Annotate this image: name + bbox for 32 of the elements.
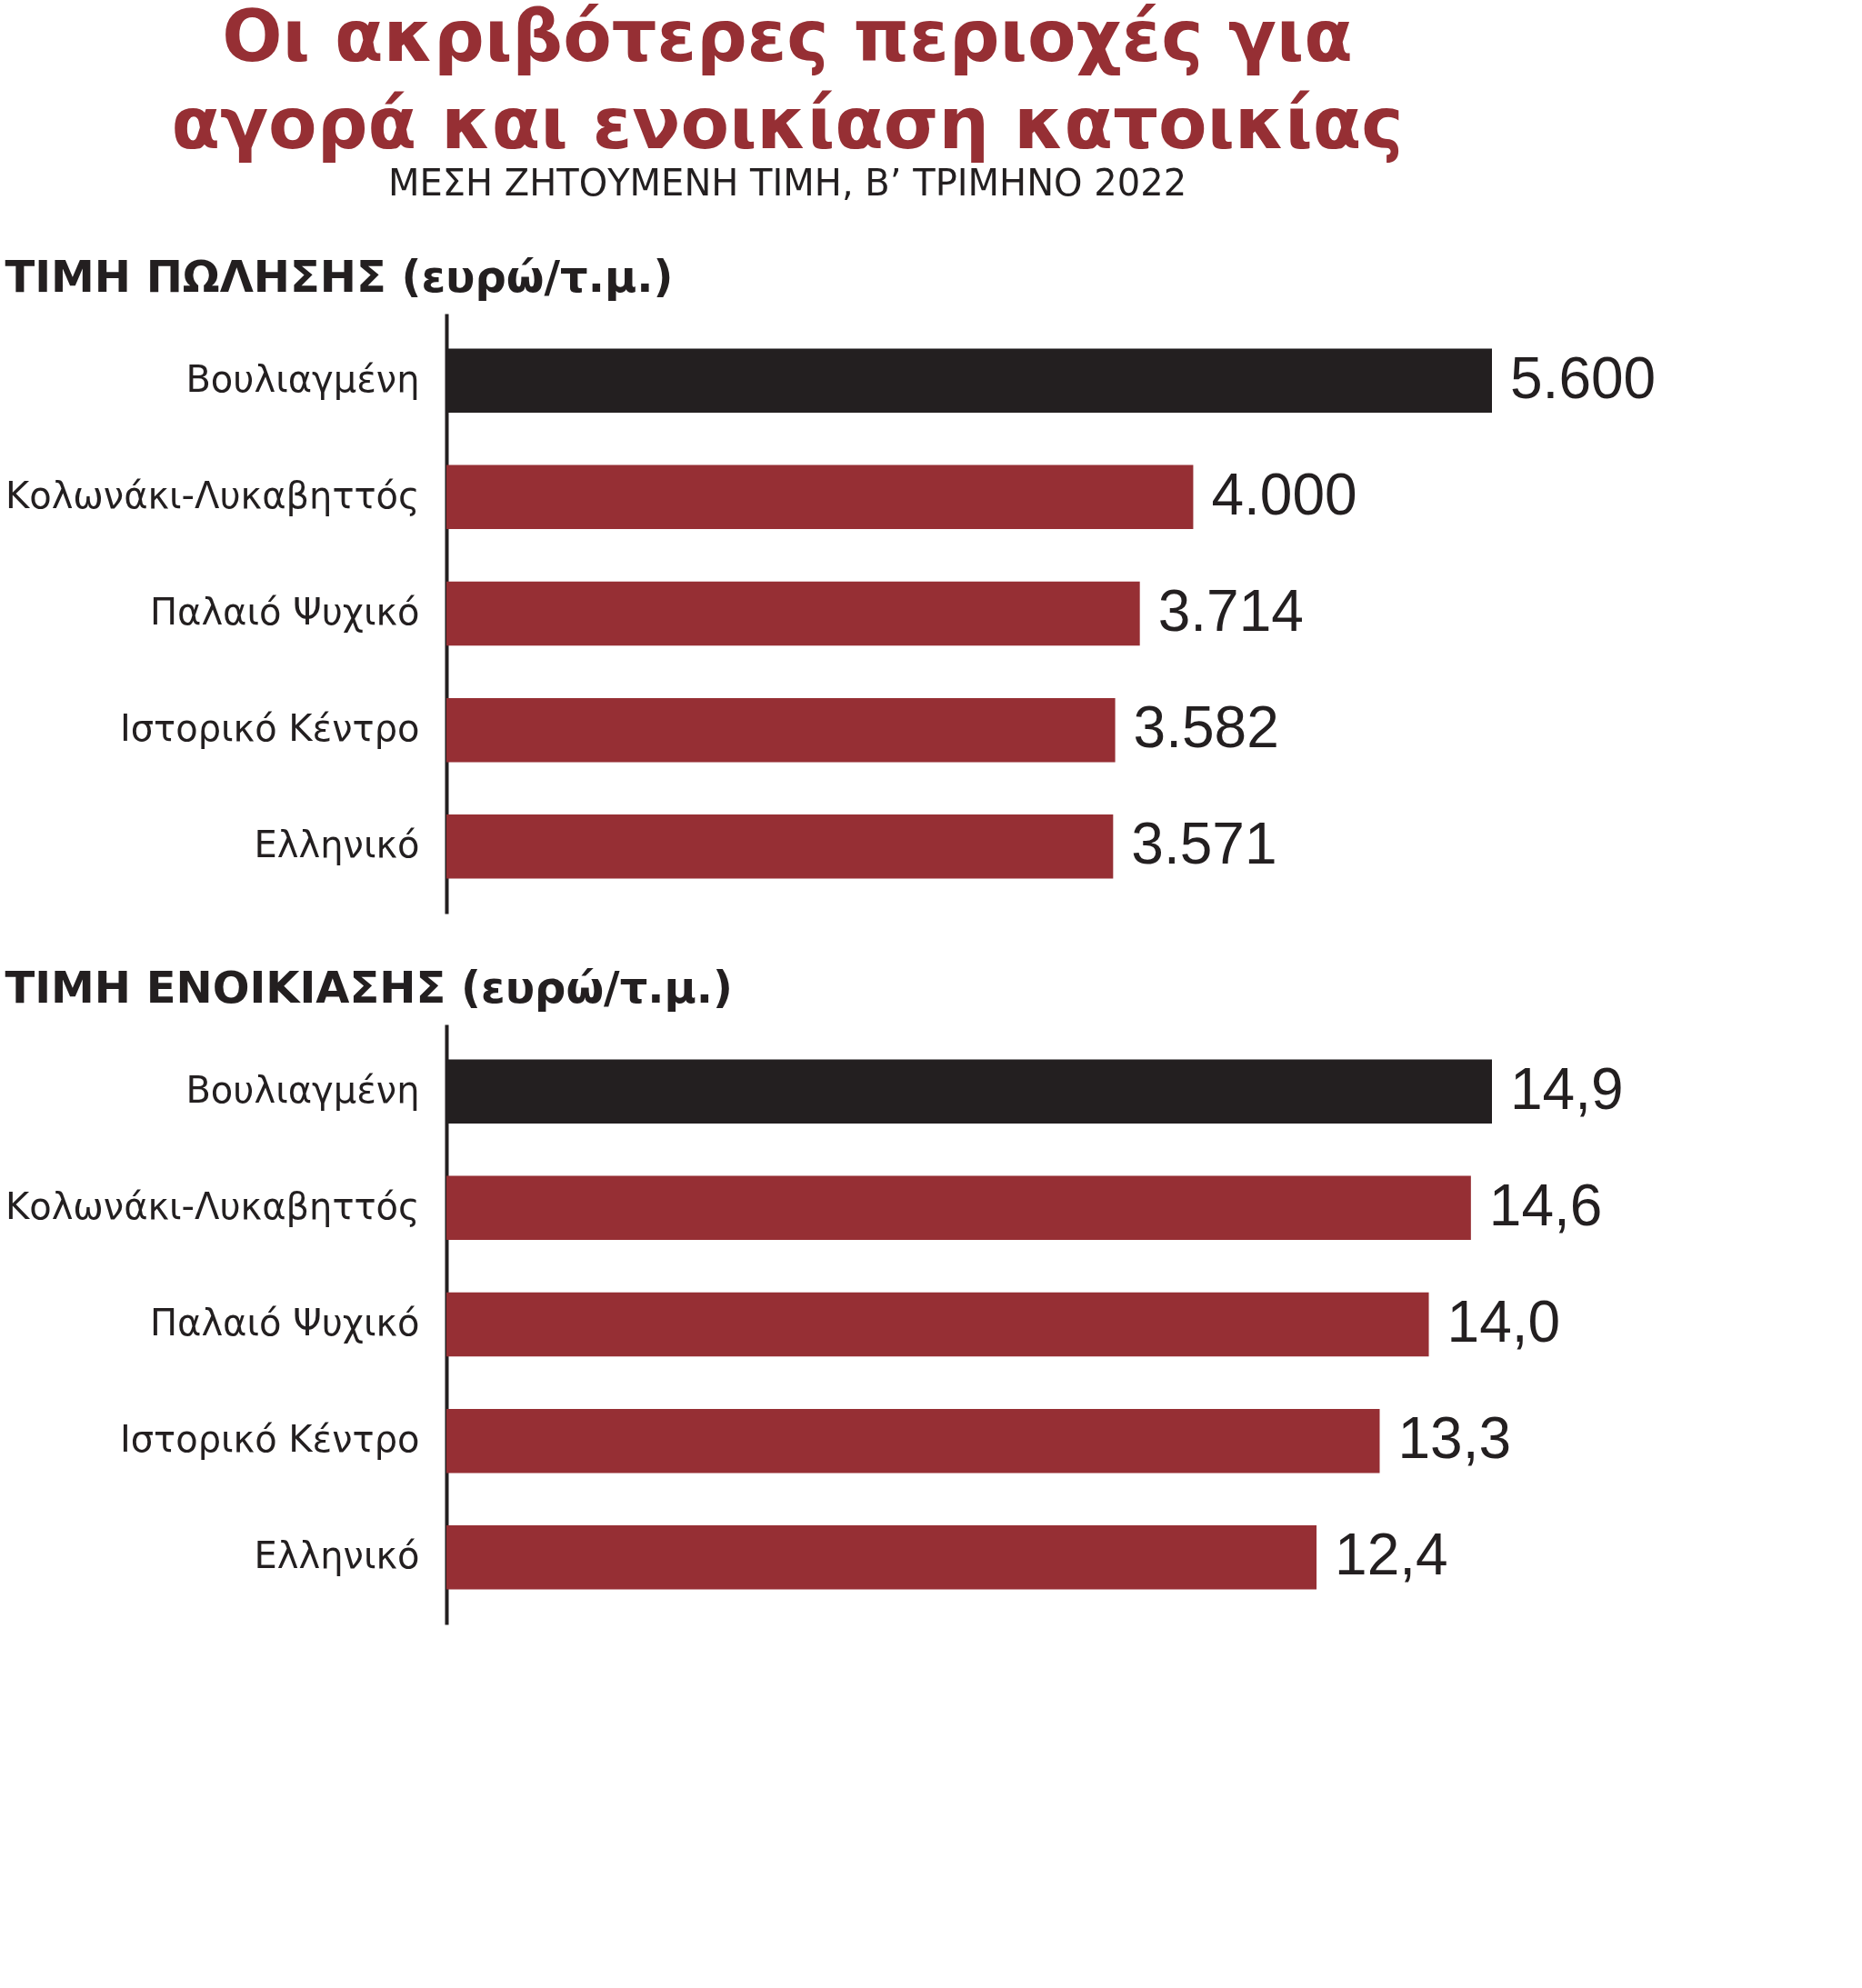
bar	[446, 697, 1116, 763]
data-label: 13,3	[1397, 1405, 1512, 1472]
y-tick-label: Παλαιό Ψυχικό	[149, 1302, 420, 1344]
y-tick-label: Ιστορικό Κέντρο	[119, 1418, 420, 1461]
bar	[446, 1175, 1471, 1241]
chart-title: ΤΙΜΗ ΕΝΟΙΚΙΑΣΗΣ (ευρώ/τ.μ.)	[5, 962, 734, 1013]
data-label: 3.582	[1133, 694, 1279, 761]
bar	[446, 465, 1194, 530]
data-label: 14,9	[1510, 1055, 1624, 1122]
text: Οι ακριβότερες περιοχές για αγορά και ενοικίαση κατοικίας	[171, 0, 1404, 165]
y-tick-label: Κολωνάκι-Λυκαβηττός	[5, 474, 420, 516]
bar	[446, 814, 1114, 879]
y-tick-label: Βουλιαγμένη	[185, 357, 420, 400]
bar	[446, 1525, 1317, 1590]
y-tick-label: Κολωνάκι-Λυκαβηττός	[5, 1184, 420, 1227]
data-label: 12,4	[1335, 1522, 1448, 1588]
bar	[446, 1408, 1380, 1474]
data-label: 14,6	[1488, 1172, 1603, 1238]
chart-title: ΤΙΜΗ ΠΩΛΗΣΗΣ (ευρώ/τ.μ.)	[5, 251, 674, 302]
data-label: 4.000	[1211, 461, 1357, 527]
y-tick-label: Ελληνικό	[254, 824, 420, 866]
y-tick-label: Βουλιαγμένη	[185, 1068, 420, 1111]
data-label: 3.571	[1131, 811, 1277, 877]
data-label: 14,0	[1447, 1289, 1561, 1354]
bar	[446, 1292, 1429, 1357]
bar	[446, 581, 1140, 646]
data-label: 5.600	[1510, 345, 1657, 411]
y-tick-label: Παλαιό Ψυχικό	[149, 591, 420, 633]
y-tick-label: Ελληνικό	[254, 1534, 420, 1577]
y-tick-label: Ιστορικό Κέντρο	[119, 707, 420, 750]
text: ΜΕΣΗ ΖΗΤΟΥΜΕΝΗ ΤΙΜΗ, Β’ ΤΡΙΜΗΝΟ 2022	[387, 162, 1187, 204]
data-label: 3.714	[1157, 578, 1304, 644]
